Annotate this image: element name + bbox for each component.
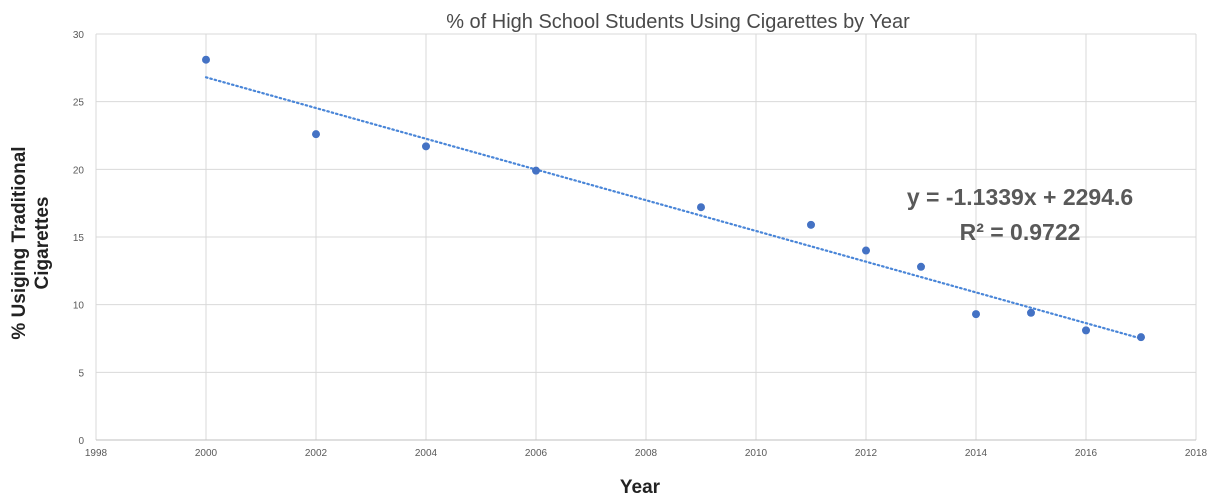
data-point <box>1082 326 1090 335</box>
grid-layer <box>95 33 1197 441</box>
trend-layer <box>204 76 1143 340</box>
y-tick-label: 30 <box>73 30 85 41</box>
x-tick-label: 2002 <box>305 448 328 459</box>
x-tick-label: 2016 <box>1075 448 1098 459</box>
data-point <box>807 220 815 229</box>
y-axis-title-line-1: % Usiging Traditional <box>9 146 30 339</box>
data-point <box>202 55 210 64</box>
data-point <box>1137 333 1145 342</box>
points-layer <box>202 55 1145 342</box>
x-tick-label: 2000 <box>195 448 218 459</box>
y-tick-label: 10 <box>73 301 85 312</box>
y-tick-label: 0 <box>78 436 84 447</box>
x-tick-label: 2004 <box>415 448 438 459</box>
data-point <box>312 130 320 139</box>
y-tick-label: 5 <box>78 368 84 379</box>
x-axis-title: Year <box>620 477 661 497</box>
data-point <box>697 203 705 212</box>
trendline-equation: y = -1.1339x + 2294.6 <box>907 184 1133 210</box>
data-point <box>917 262 925 271</box>
y-axis-title-group: % Usiging Traditional Cigarettes <box>9 146 53 339</box>
x-tick-label: 2006 <box>525 448 548 459</box>
x-tick-label: 2010 <box>745 448 768 459</box>
x-tick-label: 1998 <box>85 448 108 459</box>
x-tick-label: 2012 <box>855 448 878 459</box>
x-tick-label: 2014 <box>965 448 988 459</box>
y-tick-label: 20 <box>73 165 85 176</box>
x-tick-label: 2018 <box>1185 448 1208 459</box>
x-tick-label: 2008 <box>635 448 658 459</box>
axis-layer: 1998 2000 2002 2004 2006 2008 2010 2012 2014 2016… <box>73 30 1208 459</box>
data-point <box>972 310 980 319</box>
chart-title: % of High School Students Using Cigarett… <box>446 11 910 33</box>
data-point <box>532 166 540 175</box>
y-tick-label: 25 <box>73 98 85 109</box>
y-axis-title-line-2: Cigarettes <box>32 197 53 290</box>
data-point <box>862 246 870 255</box>
trendline <box>204 76 1143 340</box>
data-point <box>1027 308 1035 317</box>
trendline-r-squared: R² = 0.9722 <box>960 219 1081 245</box>
data-point <box>422 142 430 151</box>
y-tick-label: 15 <box>73 233 85 244</box>
